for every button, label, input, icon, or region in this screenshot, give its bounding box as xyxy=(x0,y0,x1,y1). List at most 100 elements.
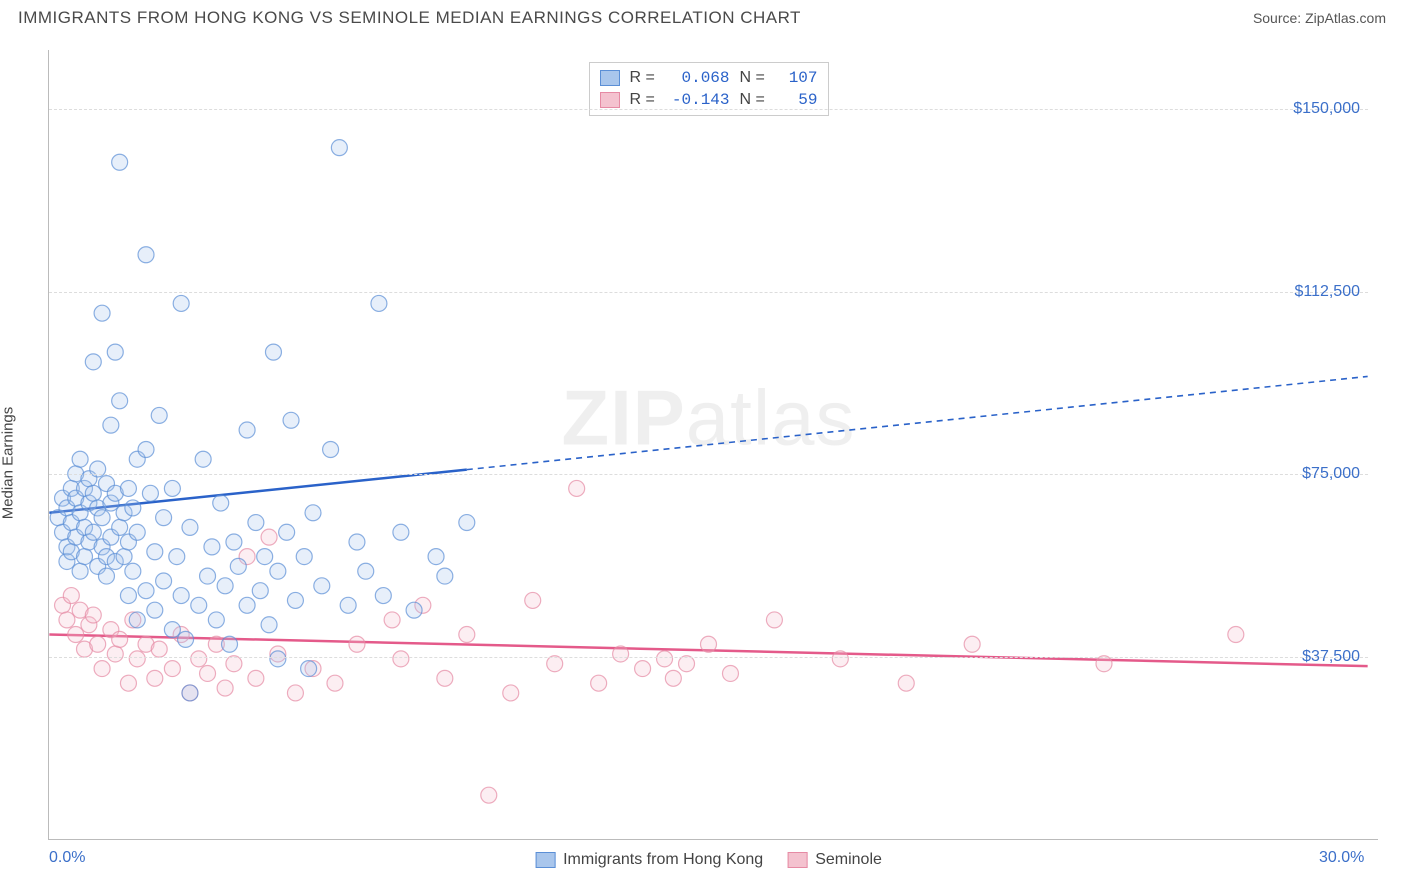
scatter-point xyxy=(314,578,330,594)
chart-source: Source: ZipAtlas.com xyxy=(1253,10,1386,26)
scatter-point xyxy=(142,485,158,501)
scatter-point xyxy=(481,787,497,803)
scatter-point xyxy=(323,442,339,458)
scatter-point xyxy=(147,544,163,560)
scatter-point xyxy=(213,495,229,511)
scatter-point xyxy=(59,612,75,628)
scatter-point xyxy=(120,588,136,604)
scatter-point xyxy=(85,607,101,623)
scatter-point xyxy=(657,651,673,667)
scatter-point xyxy=(182,685,198,701)
scatter-point xyxy=(116,549,132,565)
scatter-point xyxy=(349,534,365,550)
scatter-point xyxy=(129,524,145,540)
scatter-point xyxy=(503,685,519,701)
scatter-point xyxy=(327,675,343,691)
scatter-point xyxy=(459,515,475,531)
y-axis-label: Median Earnings xyxy=(0,406,17,519)
scatter-point xyxy=(428,549,444,565)
scatter-point xyxy=(200,665,216,681)
scatter-point xyxy=(112,631,128,647)
scatter-point xyxy=(129,612,145,628)
scatter-point xyxy=(138,442,154,458)
scatter-point xyxy=(226,534,242,550)
scatter-point xyxy=(125,563,141,579)
scatter-point xyxy=(279,524,295,540)
scatter-point xyxy=(164,661,180,677)
scatter-point xyxy=(195,451,211,467)
scatter-point xyxy=(261,617,277,633)
scatter-point xyxy=(248,670,264,686)
scatter-point xyxy=(147,670,163,686)
scatter-point xyxy=(151,407,167,423)
scatter-point xyxy=(665,670,681,686)
scatter-point xyxy=(120,675,136,691)
scatter-point xyxy=(239,597,255,613)
scatter-point xyxy=(217,578,233,594)
chart-header: IMMIGRANTS FROM HONG KONG VS SEMINOLE ME… xyxy=(0,0,1406,32)
scatter-point xyxy=(85,485,101,501)
scatter-point xyxy=(252,583,268,599)
scatter-point xyxy=(182,519,198,535)
scatter-point xyxy=(94,305,110,321)
gridline xyxy=(49,292,1368,293)
scatter-point xyxy=(239,422,255,438)
gridline xyxy=(49,657,1368,658)
scatter-point xyxy=(265,344,281,360)
scatter-point xyxy=(204,539,220,555)
scatter-point xyxy=(129,651,145,667)
scatter-point xyxy=(103,417,119,433)
plot-area: ZIPatlas R = 0.068 N = 107 R = -0.143 N … xyxy=(48,60,1368,840)
scatter-point xyxy=(257,549,273,565)
scatter-point xyxy=(459,627,475,643)
legend-swatch-a xyxy=(535,852,555,868)
y-tick-label: $75,000 xyxy=(1302,465,1360,483)
scatter-point xyxy=(340,597,356,613)
scatter-point xyxy=(191,597,207,613)
scatter-points-layer xyxy=(49,60,1368,839)
scatter-point xyxy=(766,612,782,628)
scatter-point xyxy=(832,651,848,667)
scatter-point xyxy=(393,651,409,667)
chart-container: Median Earnings ZIPatlas R = 0.068 N = 1… xyxy=(18,40,1388,885)
scatter-point xyxy=(90,636,106,652)
scatter-point xyxy=(112,393,128,409)
scatter-point xyxy=(261,529,277,545)
scatter-point xyxy=(349,636,365,652)
scatter-point xyxy=(283,412,299,428)
scatter-point xyxy=(85,524,101,540)
scatter-point xyxy=(301,661,317,677)
scatter-point xyxy=(287,592,303,608)
scatter-point xyxy=(94,510,110,526)
scatter-point xyxy=(964,636,980,652)
series-a-label: Immigrants from Hong Kong xyxy=(563,851,763,869)
x-tick-label: 30.0% xyxy=(1319,849,1364,867)
scatter-point xyxy=(375,588,391,604)
scatter-point xyxy=(208,612,224,628)
scatter-point xyxy=(156,510,172,526)
scatter-point xyxy=(591,675,607,691)
scatter-point xyxy=(613,646,629,662)
scatter-point xyxy=(85,354,101,370)
scatter-point xyxy=(230,558,246,574)
legend-swatch-b xyxy=(787,852,807,868)
scatter-point xyxy=(296,549,312,565)
chart-title: IMMIGRANTS FROM HONG KONG VS SEMINOLE ME… xyxy=(18,8,801,28)
axis-tick xyxy=(1368,839,1378,840)
scatter-point xyxy=(270,563,286,579)
scatter-point xyxy=(112,519,128,535)
scatter-point xyxy=(270,651,286,667)
legend-item-a: Immigrants from Hong Kong xyxy=(535,851,763,869)
scatter-point xyxy=(72,451,88,467)
scatter-point xyxy=(200,568,216,584)
scatter-point xyxy=(569,480,585,496)
scatter-point xyxy=(437,670,453,686)
scatter-point xyxy=(138,247,154,263)
y-tick-label: $150,000 xyxy=(1293,100,1360,118)
scatter-point xyxy=(164,622,180,638)
scatter-point xyxy=(701,636,717,652)
gridline xyxy=(49,109,1368,110)
scatter-point xyxy=(248,515,264,531)
scatter-point xyxy=(151,641,167,657)
scatter-point xyxy=(63,588,79,604)
